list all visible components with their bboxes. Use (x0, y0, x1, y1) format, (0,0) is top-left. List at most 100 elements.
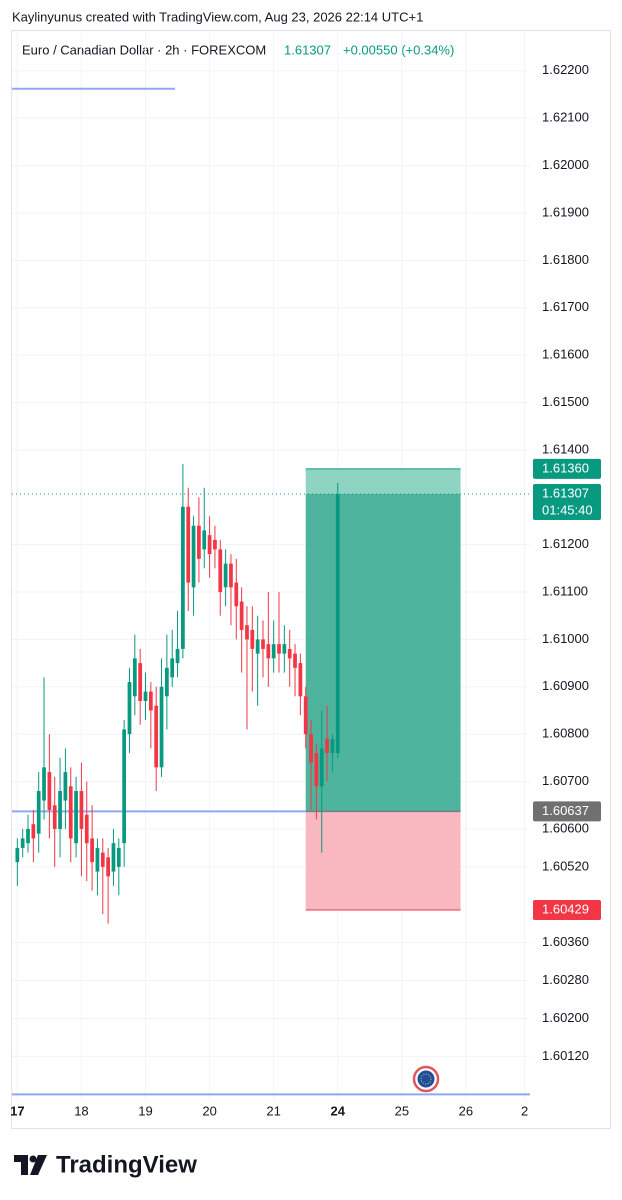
y-tick-label: 1.61900 (542, 204, 589, 219)
candle-body (148, 691, 153, 711)
candle-body (255, 639, 260, 654)
candle-body (287, 648, 292, 659)
candle-body (293, 653, 297, 668)
candle-body (31, 824, 36, 839)
candle-body (132, 658, 137, 697)
candle-body (90, 838, 94, 863)
y-tick-label: 1.61200 (542, 536, 589, 551)
candle-body (266, 644, 271, 659)
candle-body (111, 843, 116, 872)
candle-body (325, 738, 329, 754)
candle-body (234, 582, 239, 607)
price-tag-label: 1.61360 (542, 460, 589, 475)
candle-body (186, 506, 191, 583)
candle-body (106, 857, 110, 877)
y-tick-label: 1.60360 (542, 934, 589, 949)
x-tick-label: 26 (459, 1103, 473, 1118)
change: +0.00550 (+0.34%) (343, 42, 454, 57)
candle-body (245, 625, 249, 640)
price-tag (533, 899, 601, 920)
candle-body (42, 767, 46, 801)
frame (11, 30, 611, 1129)
y-tick-label: 1.62200 (542, 62, 589, 77)
x-tick-label: 24 (331, 1103, 346, 1118)
y-tick-label: 1.61700 (542, 299, 589, 314)
y-tick-label: 1.60900 (542, 678, 589, 693)
candle-body (309, 734, 313, 763)
symbol: Euro / Canadian Dollar · 2h · FOREXCOM (22, 42, 266, 57)
candle-body (122, 729, 127, 844)
attribution: Kaylinyunus created with TradingView.com… (12, 9, 423, 24)
candle-body (303, 696, 308, 735)
candle-body (15, 847, 20, 863)
candle-body (213, 539, 217, 550)
candle-body (282, 644, 287, 654)
candle-body (52, 805, 57, 829)
candle-body (74, 791, 78, 844)
candle-body (36, 791, 41, 834)
price-tag-label: 1.60637 (542, 803, 589, 818)
candle-body (116, 847, 121, 867)
countdown: 01:45:40 (542, 502, 593, 517)
candle-body (277, 644, 281, 654)
y-tick-label: 1.62000 (542, 157, 589, 172)
price-tag (533, 458, 601, 479)
x-tick-label: 19 (138, 1103, 152, 1118)
y-tick-label: 1.61500 (542, 394, 589, 409)
y-tick-label: 1.60600 (542, 820, 589, 835)
candle-body (100, 852, 105, 867)
candle-body (271, 644, 276, 659)
candle-body (298, 663, 303, 697)
candle-body (207, 535, 212, 555)
candle-body (63, 772, 68, 801)
candle-body (143, 691, 148, 702)
candle-body (26, 828, 30, 844)
candle-body (79, 791, 84, 829)
candle-body (47, 772, 52, 811)
candle-body (229, 563, 233, 588)
y-tick-label: 1.61600 (542, 347, 589, 362)
candle-body (175, 648, 180, 664)
x-tick-label: 20 (202, 1103, 216, 1118)
candle-body (330, 738, 335, 754)
x-tick-label: 21 (266, 1103, 280, 1118)
candle-body (170, 658, 175, 678)
candle-body (181, 506, 185, 649)
loss-zone (305, 811, 461, 910)
y-tick-label: 1.60280 (542, 972, 589, 987)
x-tick-label: 25 (395, 1103, 409, 1118)
candle-body (261, 639, 265, 649)
y-tick-label: 1.60700 (542, 773, 589, 788)
candle-body (164, 667, 169, 697)
candle-body (335, 493, 340, 754)
candle-body (84, 814, 89, 844)
price-tag (533, 483, 601, 520)
x-tick-label: 17 (10, 1103, 24, 1118)
y-tick-label: 1.61800 (542, 252, 589, 267)
y-tick-label: 1.61000 (542, 631, 589, 646)
price-tag-label: 1.61307 (542, 485, 589, 500)
last-price: 1.61307 (284, 42, 331, 57)
candle-body (218, 549, 223, 593)
candle-body (223, 563, 228, 588)
y-tick-label: 1.62100 (542, 110, 589, 125)
candle-body (127, 682, 132, 735)
candle-body (95, 847, 100, 872)
candle-body (314, 753, 319, 787)
price-tag (533, 801, 601, 822)
candle-body (154, 705, 159, 768)
candle-body (239, 601, 244, 630)
y-tick-label: 1.60120 (542, 1048, 589, 1063)
logo (14, 1155, 47, 1175)
candle-body (319, 748, 324, 787)
candle-body (197, 525, 201, 559)
candle-body (68, 786, 73, 839)
y-tick-label: 1.60200 (542, 1010, 589, 1025)
x-tick-label: 18 (74, 1103, 88, 1118)
candle-body (202, 530, 207, 550)
plot-area (12, 32, 530, 1100)
candle-body (58, 791, 62, 829)
profit-zone-upper (305, 468, 461, 494)
